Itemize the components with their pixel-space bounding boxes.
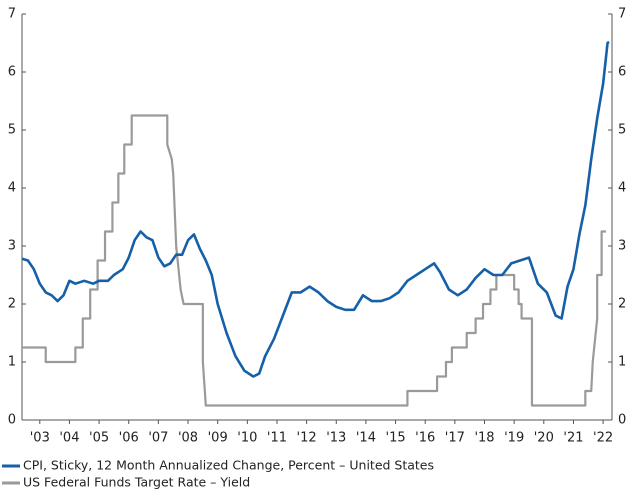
y2-tick-label: 3 — [618, 239, 626, 254]
y-tick-label: 4 — [8, 181, 16, 196]
x-tick-label: '12 — [297, 431, 317, 446]
y-tick-label: 2 — [8, 297, 16, 312]
y2-tick-label: 4 — [618, 181, 626, 196]
x-tick-label: '03 — [30, 431, 50, 446]
x-tick-label: '13 — [326, 431, 346, 446]
x-tick-label: '21 — [563, 431, 583, 446]
y2-tick-label: 2 — [618, 297, 626, 312]
legend: CPI, Sticky, 12 Month Annualized Change,… — [2, 458, 434, 490]
x-tick-label: '22 — [593, 431, 613, 446]
y-tick-label: 6 — [8, 65, 16, 80]
x-tick-label: '09 — [208, 431, 228, 446]
legend-label: CPI, Sticky, 12 Month Annualized Change,… — [23, 458, 434, 473]
x-tick-label: '16 — [415, 431, 435, 446]
y2-tick-label: 0 — [618, 413, 626, 428]
series-line — [22, 114, 607, 407]
y-tick-label: 5 — [8, 123, 16, 138]
x-tick-label: '04 — [59, 431, 79, 446]
y2-tick-label: 6 — [618, 65, 626, 80]
x-tick-label: '15 — [386, 431, 406, 446]
y-tick-label: 0 — [8, 413, 16, 428]
x-tick-label: '06 — [119, 431, 139, 446]
y2-tick-label: 5 — [618, 123, 626, 138]
x-tick-label: '10 — [237, 431, 257, 446]
x-tick-label: '11 — [267, 431, 287, 446]
x-tick-label: '18 — [474, 431, 494, 446]
x-tick-label: '17 — [445, 431, 465, 446]
series-line — [21, 40, 610, 378]
x-tick-label: '07 — [148, 431, 168, 446]
y-tick-label: 1 — [8, 355, 16, 370]
y2-tick-label: 1 — [618, 355, 626, 370]
y-tick-label: 3 — [8, 239, 16, 254]
x-tick-label: '08 — [178, 431, 198, 446]
x-tick-label: '20 — [534, 431, 554, 446]
x-tick-label: '14 — [356, 431, 376, 446]
y-tick-label: 7 — [8, 7, 16, 22]
x-tick-label: '19 — [504, 431, 524, 446]
legend-label: US Federal Funds Target Rate – Yield — [23, 475, 250, 490]
y2-tick-label: 7 — [618, 7, 626, 22]
x-tick-label: '05 — [89, 431, 109, 446]
